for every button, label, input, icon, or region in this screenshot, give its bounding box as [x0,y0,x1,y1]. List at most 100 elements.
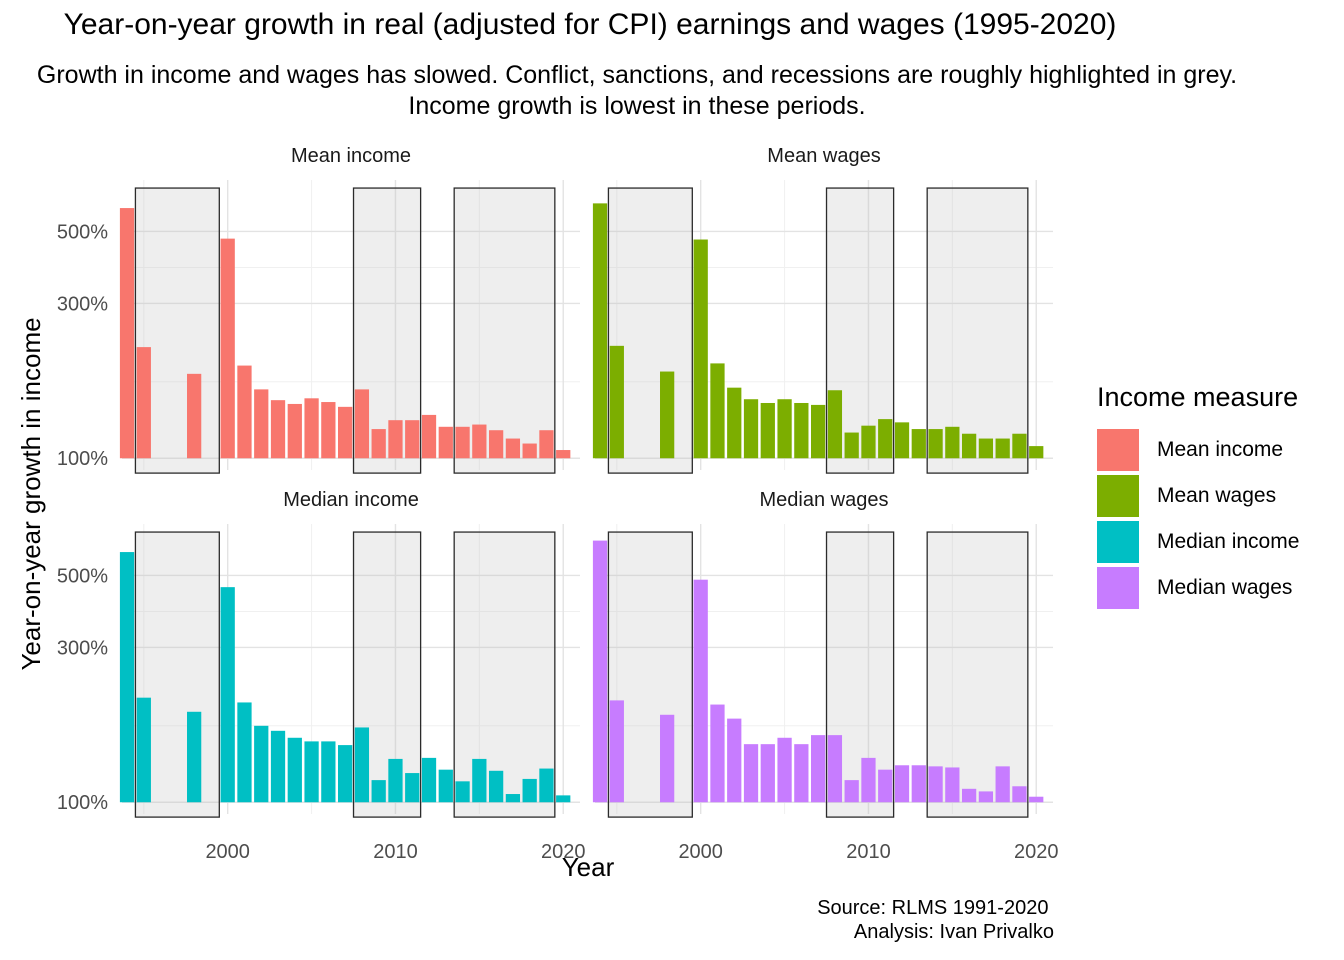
x-axis-title: Year [562,852,615,882]
bar [136,347,151,459]
bar [237,702,252,803]
bar [371,429,386,459]
legend-item-mean-income: Mean income [1097,427,1299,473]
legend-label: Median income [1157,530,1300,553]
highlight-period-outline [926,531,1029,818]
x-tick-label: 2020 [541,841,586,863]
bar [961,788,977,803]
bar [894,765,910,803]
bar [119,552,135,803]
bar [270,730,286,803]
bar [794,744,809,803]
bar [472,424,487,459]
bar [136,697,151,803]
bar [693,579,708,803]
highlight-period-outline [825,187,895,474]
bar [861,757,876,803]
bar [354,727,370,803]
bar [995,766,1010,803]
bar [455,781,470,803]
y-tick-label: 100% [57,448,108,470]
bar [354,389,370,459]
bar [978,791,994,803]
highlight-period-outline [453,187,556,474]
bar [321,402,336,459]
bar [1012,433,1027,459]
bar [844,432,859,459]
x-tick-label: 2000 [678,841,723,863]
bar [995,438,1010,459]
bar [710,363,725,459]
x-tick-label: 2020 [1014,841,1059,863]
bar [539,430,554,459]
bar [405,420,420,459]
bar [592,540,608,803]
bar [556,795,571,803]
legend-label: Median wages [1157,576,1293,599]
bar [220,238,235,459]
bar [827,735,843,803]
bar [660,714,675,803]
bar [388,420,403,459]
bar [119,208,135,459]
highlight-period [454,532,555,818]
bar [878,769,893,803]
panel-title: Median income [283,489,419,511]
bar [777,737,792,803]
bar [978,438,994,459]
bar [438,769,453,803]
bar [455,426,470,459]
highlight-period-outline [134,531,220,818]
bar [254,389,269,459]
legend-label: Mean wages [1157,484,1277,507]
bar [304,398,319,459]
bar [945,767,960,803]
legend-swatch [1097,429,1139,471]
bar [438,426,453,459]
y-axis-title: Year-on-year growth in income [16,317,46,670]
bar [505,794,521,803]
bar [254,725,269,803]
bar [810,735,826,803]
highlight-period-outline [926,187,1029,474]
highlight-period [454,188,555,474]
chart-subtitle: Growth in income and wages has slowed. C… [36,61,1238,120]
highlight-period-outline [134,187,220,474]
bar [187,711,202,803]
bar [794,402,809,459]
bar [505,438,521,459]
bar [894,422,910,459]
bar [1029,796,1044,803]
bar [187,373,202,459]
bar [287,737,302,803]
legend-title: Income measure [1097,382,1299,412]
y-tick-label: 500% [57,565,108,587]
bar [693,239,708,459]
highlight-period-outline [352,531,422,818]
bar [777,399,792,459]
bar [522,443,537,459]
panel-title: Mean wages [767,145,880,167]
bar [1012,786,1027,803]
bar [421,414,437,459]
bar [861,425,876,459]
highlight-period-outline [607,187,693,474]
legend-label: Mean income [1157,438,1284,461]
bar [810,404,826,459]
x-tick-label: 2000 [205,841,250,863]
highlight-period-outline [825,531,895,818]
bar [488,770,504,803]
bar [727,387,742,459]
legend: Income measure Mean income Mean wages Me… [1097,382,1299,611]
legend-swatch [1097,567,1139,609]
bar [388,758,403,803]
bar [710,704,725,803]
bar [270,400,286,459]
bar [321,741,336,803]
bar [660,371,675,459]
bar [911,765,926,803]
highlight-period-outline [352,187,422,474]
bar [371,780,386,803]
bar [727,718,742,803]
